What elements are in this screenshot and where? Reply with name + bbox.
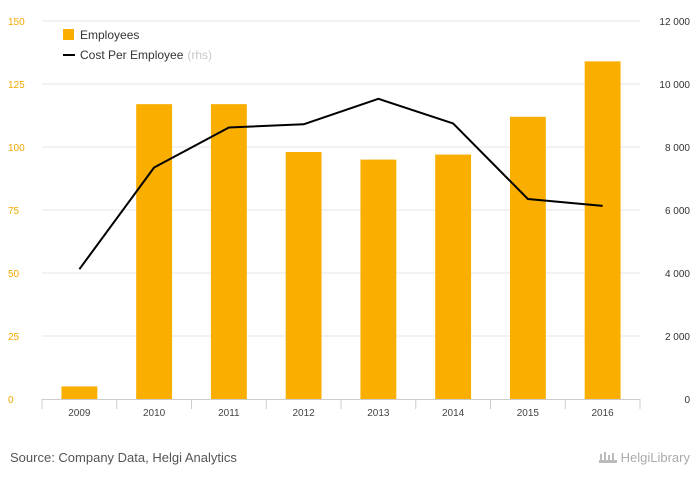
x-tick-label: 2010 — [143, 408, 166, 419]
x-tick-label: 2016 — [592, 408, 615, 419]
source-note: Source: Company Data, Helgi Analytics — [10, 450, 237, 465]
y-tick-label-right: 6 000 — [665, 206, 690, 217]
x-tick-label: 2015 — [517, 408, 540, 419]
y-tick-label-left: 125 — [8, 80, 25, 91]
bar-employees-2012 — [285, 152, 322, 399]
x-tick-label: 2009 — [68, 408, 91, 419]
y-tick-label-left: 0 — [8, 395, 14, 406]
x-tick-label: 2012 — [293, 408, 316, 419]
brand-name: HelgiLibrary — [620, 450, 690, 465]
left-axis-ticks: 0 25 50 75 100 125 150 — [8, 17, 25, 406]
legend-label-cost-text: Cost Per Employee — [80, 48, 184, 62]
y-tick-label-right: 0 — [684, 395, 690, 406]
chart: 0 25 50 75 100 125 150 0 2 000 4 000 6 000 8 000 10… — [8, 17, 690, 419]
y-tick-label-left: 150 — [8, 17, 25, 28]
bar-employees-2009 — [61, 386, 98, 399]
bar-employees-2015 — [509, 116, 546, 399]
y-tick-label-left: 100 — [8, 143, 25, 154]
brand-logo: HelgiLibrary — [598, 450, 690, 465]
y-tick-label-right: 8 000 — [665, 143, 690, 154]
y-tick-label-right: 2 000 — [665, 332, 690, 343]
cost-line — [78, 97, 603, 270]
gridlines — [42, 20, 640, 337]
library-icon — [598, 451, 617, 463]
legend-label-cost: Cost Per Employee (rhs) — [80, 48, 212, 62]
y-tick-label-right: 12 000 — [659, 17, 690, 28]
bar-employees-2014 — [435, 154, 472, 399]
x-tick-label: 2014 — [442, 408, 465, 419]
line-cost-per-employee — [78, 97, 603, 270]
bar-employees-2010 — [136, 104, 173, 399]
legend-label-cost-suffix: (rhs) — [187, 48, 212, 62]
y-tick-label-right: 10 000 — [659, 80, 690, 91]
bar-employees-2013 — [360, 159, 397, 399]
right-axis-ticks: 0 2 000 4 000 6 000 8 000 10 000 12 000 — [659, 17, 690, 406]
legend-label-employees: Employees — [80, 28, 139, 42]
x-tick-label: 2013 — [367, 408, 390, 419]
legend-swatch-employees — [63, 29, 74, 40]
y-tick-label-left: 50 — [8, 269, 20, 280]
bar-employees-2016 — [584, 61, 621, 399]
x-axis: 2009 2010 2011 2012 2013 2014 2015 2016 — [41, 399, 641, 419]
bar-employees-2011 — [210, 104, 247, 399]
y-tick-label-right: 4 000 — [665, 269, 690, 280]
legend: Employees Cost Per Employee (rhs) — [63, 28, 212, 62]
x-tick-label: 2011 — [218, 408, 240, 419]
bars — [61, 61, 621, 399]
y-tick-label-left: 25 — [8, 332, 20, 343]
y-tick-label-left: 75 — [8, 206, 20, 217]
